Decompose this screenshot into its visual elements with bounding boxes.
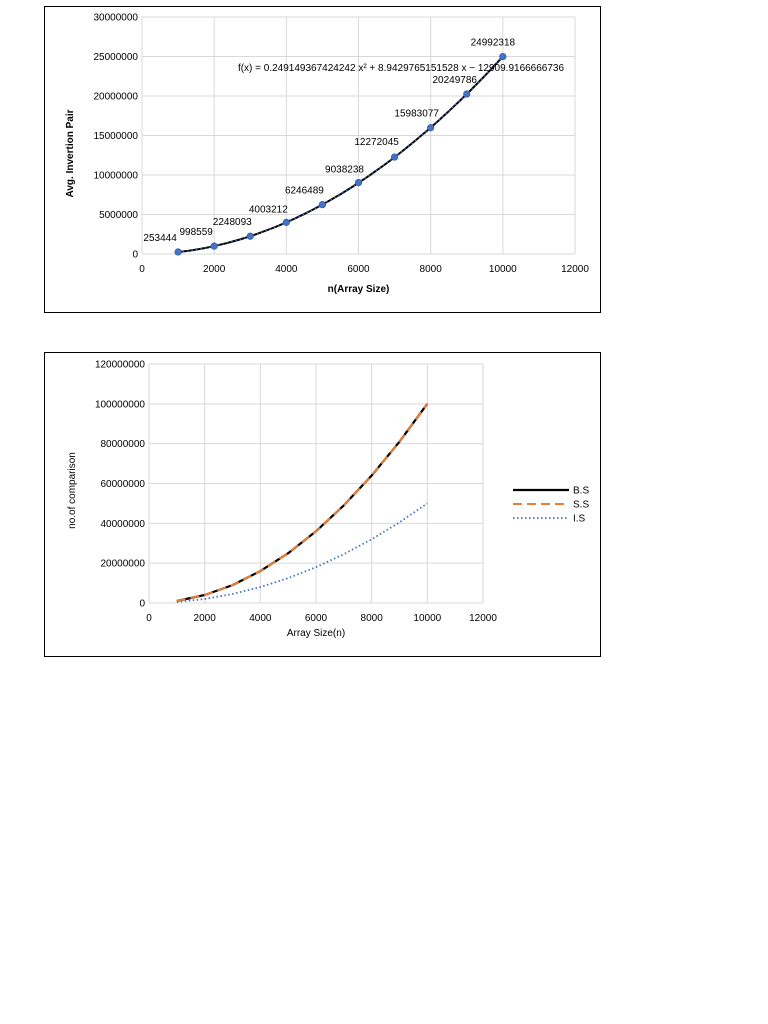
data-label: 24992318 xyxy=(471,38,516,49)
data-point xyxy=(463,90,471,98)
data-label: 15983077 xyxy=(394,109,439,120)
comparison-chart-panel: 0 2000 4000 6000 8000 10000 12000 0 20000000 4000… xyxy=(44,352,601,657)
data-point xyxy=(318,201,327,209)
x-tick-label: 12000 xyxy=(561,264,589,275)
y-tick-label: 0 xyxy=(132,250,138,261)
series-line-is xyxy=(176,502,428,603)
x-tick-label: 10000 xyxy=(489,264,517,275)
trendline-equation: f(x) = 0.249149367424242 x² + 8.94297651… xyxy=(238,63,565,74)
x-axis-title: Array Size(n) xyxy=(287,628,345,639)
data-label: 2248093 xyxy=(213,217,252,228)
y-tick-label: 25000000 xyxy=(94,52,139,63)
data-series-line xyxy=(178,56,504,253)
data-label: 998559 xyxy=(179,227,213,238)
y-tick-label: 20000000 xyxy=(94,92,139,103)
data-point xyxy=(282,218,290,226)
x-tick-label: 0 xyxy=(146,613,152,624)
data-point xyxy=(499,52,507,61)
data-point xyxy=(210,242,218,250)
x-tick-label: 0 xyxy=(139,264,145,275)
x-tick-label: 6000 xyxy=(347,264,370,275)
y-tick-label: 60000000 xyxy=(101,479,146,490)
data-point xyxy=(390,153,399,161)
y-axis-title: Avg. Invertion Pair xyxy=(65,109,76,197)
x-tick-label: 2000 xyxy=(203,264,226,275)
data-point xyxy=(427,124,435,132)
inversion-chart-panel: 0 2000 4000 6000 8000 10000 12000 0 5000000 10000… xyxy=(44,6,601,313)
y-tick-label: 5000000 xyxy=(99,210,138,221)
series-line-ss xyxy=(176,403,429,602)
y-tick-label: 80000000 xyxy=(101,439,146,450)
comparison-chart: 0 2000 4000 6000 8000 10000 12000 0 20000000 4000… xyxy=(67,360,589,640)
x-tick-label: 8000 xyxy=(420,264,443,275)
y-tick-label: 40000000 xyxy=(101,519,146,530)
y-tick-label: 0 xyxy=(139,599,145,610)
x-tick-label: 4000 xyxy=(275,264,298,275)
data-label: 6246489 xyxy=(285,186,324,197)
y-tick-label: 10000000 xyxy=(94,171,139,182)
y-tick-label: 15000000 xyxy=(94,131,139,142)
data-point xyxy=(174,248,182,256)
inversion-chart: 0 2000 4000 6000 8000 10000 12000 0 5000000 10000… xyxy=(65,13,589,296)
data-point xyxy=(246,232,254,240)
x-tick-label: 4000 xyxy=(249,613,272,624)
x-tick-label: 8000 xyxy=(361,613,384,624)
x-axis-title: n(Array Size) xyxy=(328,284,390,295)
legend-label: I.S xyxy=(573,514,586,525)
y-tick-label: 120000000 xyxy=(95,360,145,371)
x-tick-label: 12000 xyxy=(469,613,497,624)
data-label: 12272045 xyxy=(354,137,399,148)
data-label: 4003212 xyxy=(249,204,288,215)
y-axis-title: no.of comparison xyxy=(67,452,78,529)
series-line-bs xyxy=(176,403,429,603)
y-tick-label: 30000000 xyxy=(94,13,139,24)
data-label: 253444 xyxy=(143,233,177,244)
y-tick-label: 20000000 xyxy=(101,559,146,570)
legend-label: S.S xyxy=(573,500,589,511)
legend-label: B.S xyxy=(573,486,589,497)
x-tick-label: 6000 xyxy=(305,613,328,624)
y-tick-label: 100000000 xyxy=(95,399,145,410)
x-tick-label: 10000 xyxy=(413,613,441,624)
data-label: 20249786 xyxy=(433,75,478,86)
x-tick-label: 2000 xyxy=(194,613,217,624)
data-label: 9038238 xyxy=(325,165,364,176)
data-point xyxy=(354,178,363,187)
